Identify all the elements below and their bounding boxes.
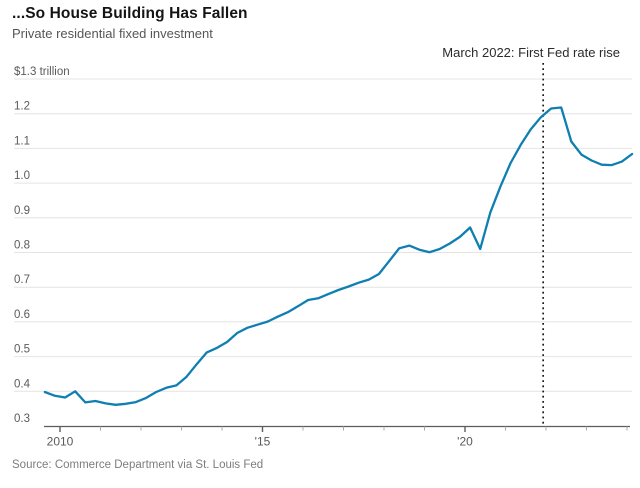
x-axis-label: 2010 (47, 435, 74, 449)
y-axis-label: 0.8 (14, 240, 30, 252)
y-axis-label: 0.3 (14, 413, 30, 425)
chart-subtitle: Private residential fixed investment (12, 26, 213, 41)
y-axis-label: 1.0 (14, 170, 30, 182)
y-axis-label: 0.6 (14, 309, 30, 321)
chart-title: ...So House Building Has Fallen (12, 5, 248, 22)
y-axis-label: 1.1 (14, 135, 30, 147)
y-axis-label: 0.7 (14, 274, 30, 286)
y-axis-label: 0.5 (14, 344, 30, 356)
y-axis-label: 0.9 (14, 205, 30, 217)
y-axis-label: 0.4 (14, 378, 31, 390)
source-note: Source: Commerce Department via St. Loui… (12, 459, 264, 471)
investment-line (43, 106, 634, 406)
x-axis-label: '15 (255, 435, 271, 449)
x-axis-label: '20 (457, 435, 473, 449)
event-annotation-label: March 2022: First Fed rate rise (442, 45, 620, 60)
y-axis-label: 1.2 (14, 101, 30, 113)
y-axis-label: $1.3 trillion (14, 66, 70, 78)
